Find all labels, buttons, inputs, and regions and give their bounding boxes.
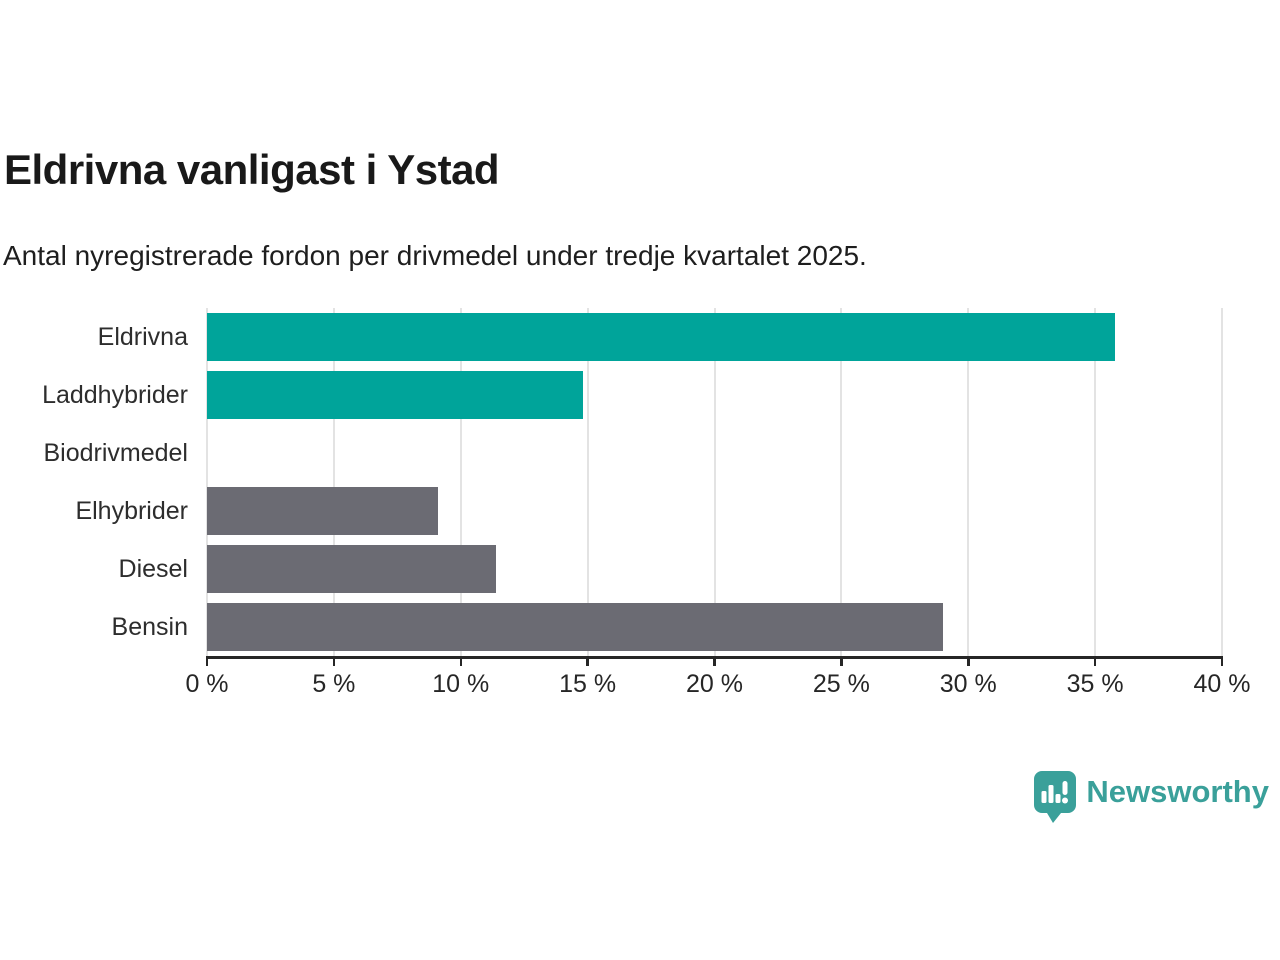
gridline-20 [713,308,716,656]
x-tick-40 [1220,658,1224,666]
gridline-25 [840,308,843,656]
category-label-diesel: Diesel [118,554,188,583]
gridline-5 [332,308,335,656]
newsworthy-bar-chart-bubble-icon [1034,771,1077,823]
x-tick-0 [205,658,209,666]
x-tick-label-0: 0 % [185,670,229,698]
gridline-40 [1221,308,1223,656]
category-label-bensin: Bensin [111,612,188,641]
category-label-laddhybrider: Laddhybrider [42,380,188,409]
gridline-15 [586,308,589,656]
x-tick-25 [840,658,843,666]
bar-chart: Eldrivna Laddhybrider Biodrivmedel Elhybrid… [0,308,1280,708]
x-tick-5 [332,658,336,666]
x-tick-label-40: 40 % [1193,670,1251,698]
gridline-0 [206,308,208,656]
chart-title: Eldrivna vanligast i Ystad [4,146,500,193]
x-tick-20 [713,658,716,666]
x-tick-15 [586,658,589,666]
gridline-10 [459,308,462,656]
category-label-biodrivmedel: Biodrivmedel [43,438,188,467]
x-axis-line [206,656,1223,659]
gridline-35 [1094,308,1097,656]
x-tick-35 [1093,658,1097,666]
newsworthy-logo: Newsworthy [1033,770,1269,824]
category-label-eldrivna: Eldrivna [97,322,188,351]
newsworthy-logo-text: Newsworthy [1086,774,1269,809]
bar-diesel [207,545,497,593]
bar-elhybrider [207,487,438,535]
x-tick-label-15: 15 % [559,670,617,698]
bar-laddhybrider [207,371,583,419]
bar-eldrivna [207,313,1116,361]
x-tick-label-20: 20 % [686,670,743,698]
x-tick-label-5: 5 % [312,670,356,698]
x-tick-30 [967,658,970,666]
bar-bensin [207,603,943,651]
plot-area [206,308,1223,656]
x-tick-label-30: 30 % [939,670,997,698]
x-tick-10 [459,658,462,666]
gridline-30 [967,308,970,656]
chart-subtitle: Antal nyregistrerade fordon per drivmede… [3,240,867,271]
category-label-elhybrider: Elhybrider [75,496,188,525]
x-tick-label-25: 25 % [812,670,870,698]
x-tick-label-35: 35 % [1066,670,1124,698]
y-axis-category-labels: Eldrivna Laddhybrider Biodrivmedel Elhybrid… [0,308,188,656]
x-tick-label-10: 10 % [432,670,490,698]
